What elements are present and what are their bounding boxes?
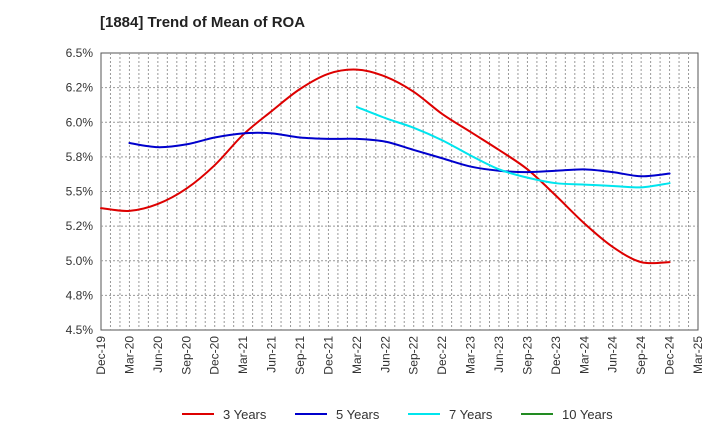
x-tick-label: Dec-21 xyxy=(321,336,335,375)
legend-label-3-years: 3 Years xyxy=(223,407,267,422)
grid-lines xyxy=(101,53,698,330)
series-line-5-years xyxy=(128,131,671,178)
y-tick-label: 4.8% xyxy=(66,288,94,302)
x-tick-label: Mar-22 xyxy=(350,336,364,374)
y-tick-label: 4.5% xyxy=(66,323,94,337)
y-tick-label: 5.5% xyxy=(66,185,94,199)
x-tick-label: Jun-21 xyxy=(265,336,279,373)
x-tick-label: Sep-23 xyxy=(520,336,534,375)
x-tick-label: Dec-24 xyxy=(663,336,677,375)
x-tick-label: Jun-23 xyxy=(492,336,506,373)
x-tick-label: Sep-24 xyxy=(634,336,648,375)
x-tick-label: Jun-22 xyxy=(378,336,392,373)
legend-label-10-years: 10 Years xyxy=(562,407,613,422)
y-tick-label: 6.0% xyxy=(66,115,94,129)
x-tick-label: Dec-19 xyxy=(94,336,108,375)
x-tick-label: Sep-21 xyxy=(293,336,307,375)
y-tick-label: 5.8% xyxy=(66,150,94,164)
x-tick-label: Sep-22 xyxy=(407,336,421,375)
x-tick-label: Dec-22 xyxy=(435,336,449,375)
x-tick-label: Mar-24 xyxy=(577,336,591,374)
x-tick-label: Mar-20 xyxy=(122,336,136,374)
x-tick-label: Jun-20 xyxy=(151,336,165,373)
y-tick-label: 5.2% xyxy=(66,219,94,233)
chart-title: [1884] Trend of Mean of ROA xyxy=(100,14,306,31)
y-tick-label: 5.0% xyxy=(66,254,94,268)
series-line-3-years xyxy=(100,68,671,265)
x-tick-label: Jun-24 xyxy=(606,336,620,373)
x-tick-label: Mar-23 xyxy=(464,336,478,374)
x-tick-label: Mar-25 xyxy=(691,336,705,374)
series-lines xyxy=(100,68,671,265)
x-tick-label: Mar-21 xyxy=(236,336,250,374)
y-axis-ticks: 4.5% 4.8% 5.0% 5.2% 5.5% 5.8% 6.0% 6.2% 6.5% xyxy=(66,46,94,337)
series-line-7-years xyxy=(355,106,671,189)
x-tick-label: Dec-20 xyxy=(208,336,222,375)
legend-label-5-years: 5 Years xyxy=(336,407,380,422)
legend-label-7-years: 7 Years xyxy=(449,407,493,422)
x-tick-label: Dec-23 xyxy=(549,336,563,375)
y-tick-label: 6.2% xyxy=(66,81,94,95)
legend: 3 Years 5 Years 7 Years 10 Years xyxy=(182,407,613,422)
y-tick-label: 6.5% xyxy=(66,46,94,60)
x-axis-ticks: Dec-19 Mar-20 Jun-20 Sep-20 Dec-20 Mar-21 Jun-… xyxy=(94,336,705,375)
x-tick-label: Sep-20 xyxy=(179,336,193,375)
